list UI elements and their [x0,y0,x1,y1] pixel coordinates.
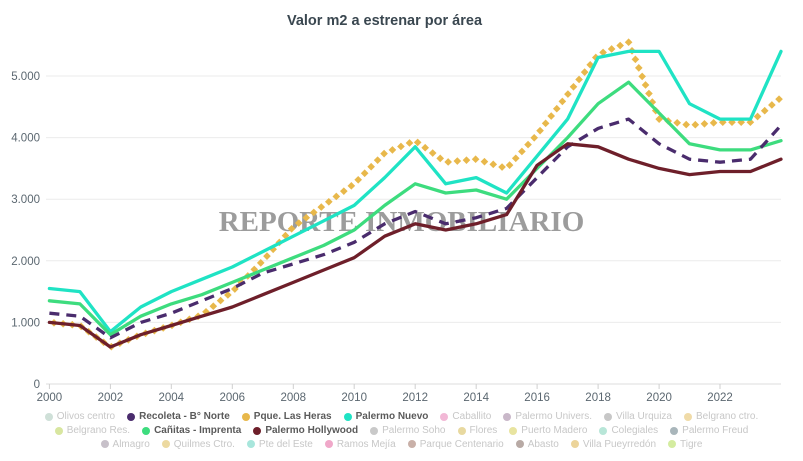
svg-text:4.000: 4.000 [11,133,40,145]
svg-text:2012: 2012 [402,392,428,404]
svg-text:2016: 2016 [524,392,550,404]
svg-text:2010: 2010 [341,392,367,404]
svg-text:2018: 2018 [585,392,611,404]
svg-text:2014: 2014 [463,392,489,404]
svg-text:2008: 2008 [281,392,307,404]
svg-text:2022: 2022 [707,392,733,404]
svg-text:2020: 2020 [646,392,672,404]
svg-text:2.000: 2.000 [11,256,40,268]
svg-text:2006: 2006 [220,392,246,404]
svg-text:0: 0 [34,379,40,391]
svg-text:2000: 2000 [37,392,63,404]
svg-text:2002: 2002 [98,392,124,404]
svg-text:5.000: 5.000 [11,71,40,83]
svg-text:3.000: 3.000 [11,194,40,206]
svg-text:2004: 2004 [159,392,185,404]
svg-text:1.000: 1.000 [11,317,40,329]
